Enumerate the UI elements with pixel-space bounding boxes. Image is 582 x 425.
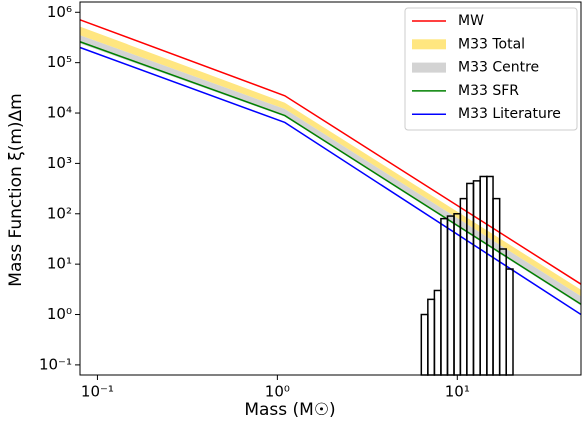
legend-label: M33 Centre — [458, 60, 539, 76]
legend-box — [404, 7, 578, 131]
y-tick-label: 10⁻¹ — [39, 355, 72, 373]
y-tick-label: 10⁰ — [47, 305, 72, 323]
x-tick-label: 10⁻¹ — [81, 383, 114, 401]
line — [79, 41, 582, 305]
y-tick-label: 10⁶ — [47, 3, 72, 21]
histogram-bar — [420, 313, 429, 376]
histogram-bar — [479, 175, 488, 376]
histogram-bar — [446, 215, 455, 376]
x-tick-label: 10¹ — [445, 383, 470, 401]
histogram-bar — [492, 197, 501, 376]
histogram-bar — [427, 298, 436, 376]
legend-label: M33 Total — [458, 36, 525, 52]
y-tick-label: 10² — [47, 204, 72, 222]
y-axis-label: Mass Function ξ(m)Δm — [6, 93, 26, 286]
histogram-bar — [498, 248, 507, 376]
plot-frame — [79, 1, 582, 376]
x-axis-label: Mass (M☉) — [244, 400, 335, 420]
legend-label: M33 Literature — [458, 106, 561, 122]
y-tick-label: 10⁵ — [47, 53, 72, 71]
line — [79, 19, 582, 285]
y-tick-label: 10³ — [47, 154, 72, 172]
histogram-bar — [453, 213, 462, 376]
x-tick-label: 10⁰ — [265, 383, 290, 401]
histogram-bar — [472, 180, 481, 376]
histogram-bar — [505, 268, 514, 376]
histogram-bar — [440, 217, 449, 376]
legend-swatch — [412, 39, 446, 50]
y-tick-label: 10¹ — [47, 255, 72, 273]
legend-label: M33 SFR — [458, 83, 519, 99]
histogram-bar — [433, 289, 442, 376]
line — [79, 46, 582, 316]
legend-swatch — [412, 62, 446, 73]
y-tick-label: 10⁴ — [47, 104, 72, 122]
histogram-bar — [486, 175, 494, 376]
legend-label: MW — [458, 13, 484, 29]
